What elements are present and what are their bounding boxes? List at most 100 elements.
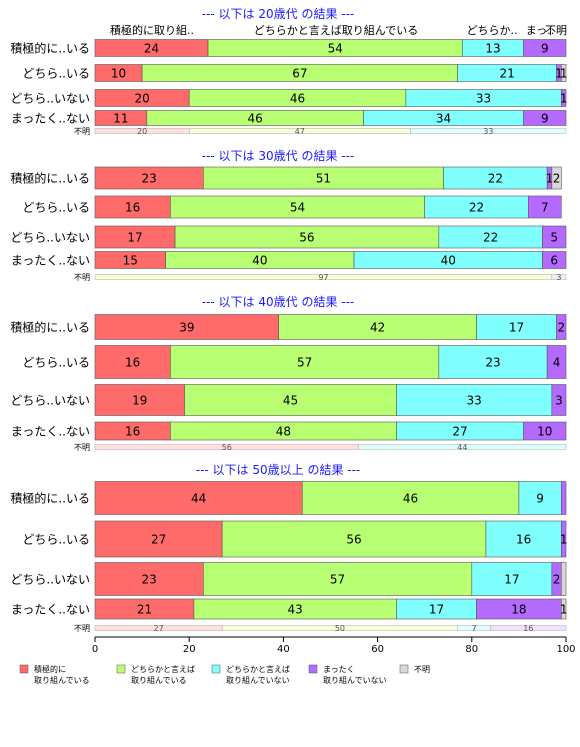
- header-category-label: 積極的に取り組..: [110, 23, 194, 37]
- legend-label: 積極的に: [34, 664, 66, 674]
- segment-value-label: 16: [125, 425, 140, 439]
- bar-segment: [301, 481, 520, 515]
- bar-segment: [94, 345, 171, 379]
- bar-segment: [170, 345, 440, 379]
- legend-swatch: [399, 664, 409, 674]
- legend-label: 取り組んでいない: [323, 675, 387, 685]
- bar-segment: [438, 345, 548, 379]
- unknown-row-label: 不明: [74, 273, 90, 282]
- segment-value-label: 9: [536, 492, 544, 506]
- row-label: どちら..いない: [10, 92, 90, 106]
- legend-label: 取り組んでいる: [34, 675, 90, 685]
- segment-value-label: 7: [541, 201, 549, 215]
- unknown-value-label: 3: [556, 273, 561, 282]
- unknown-value-label: 20: [137, 127, 147, 136]
- bar-segment: [278, 314, 477, 340]
- segment-value-label: 23: [142, 573, 157, 587]
- row-label: どちら..いない: [10, 394, 90, 408]
- bar-segment: [560, 598, 567, 620]
- segment-value-label: 24: [144, 42, 159, 56]
- bar-segment: [184, 384, 397, 416]
- legend-swatch: [211, 664, 221, 674]
- segment-value-label: 43: [288, 603, 303, 617]
- segment-value-label: 21: [137, 603, 152, 617]
- row-label: どちら..いる: [22, 201, 90, 215]
- bar-segment: [542, 225, 567, 249]
- bar-segment: [556, 314, 567, 340]
- x-tick-label: 80: [465, 644, 478, 655]
- segment-value-label: 33: [467, 394, 482, 408]
- unknown-bar-segment: [358, 444, 567, 450]
- unknown-value-label: 56: [222, 443, 232, 452]
- segment-value-label: 27: [452, 425, 467, 439]
- segment-value-label: 23: [142, 172, 157, 186]
- segment-value-label: 5: [550, 231, 558, 245]
- bar-segment: [94, 520, 223, 558]
- x-tick-label: 100: [556, 644, 575, 655]
- bar-segment: [551, 166, 562, 190]
- segment-value-label: 1: [560, 533, 568, 547]
- unknown-value-label: 16: [523, 624, 533, 633]
- row-label: どちら..いる: [22, 356, 90, 370]
- row-label: まったく..ない: [11, 425, 90, 439]
- row-label: 積極的に..いる: [10, 320, 90, 335]
- row-label: まったく..ない: [11, 112, 90, 126]
- row-label: 積極的に..いる: [10, 171, 90, 186]
- segment-value-label: 9: [541, 112, 549, 126]
- segment-value-label: 22: [488, 172, 503, 186]
- segment-value-label: 9: [541, 42, 549, 56]
- segment-value-label: 22: [483, 231, 498, 245]
- legend-swatch: [116, 664, 126, 674]
- x-tick-label: 0: [92, 644, 98, 655]
- header-category-label: 不明: [545, 24, 567, 37]
- unknown-row-label: 不明: [74, 127, 90, 136]
- row-label: どちら..いる: [22, 533, 90, 547]
- segment-value-label: 21: [499, 67, 514, 81]
- panel-title: --- 以下は 20歳代 の結果 ---: [202, 7, 355, 21]
- segment-value-label: 51: [316, 172, 331, 186]
- unknown-value-label: 27: [153, 624, 163, 633]
- legend-label: どちらかと言えば: [131, 664, 195, 674]
- bar-segment: [523, 110, 567, 126]
- segment-value-label: 11: [113, 112, 128, 126]
- segment-value-label: 54: [290, 201, 305, 215]
- unknown-bar-segment: [410, 128, 567, 134]
- bar-segment: [560, 520, 567, 558]
- bar-segment: [94, 481, 303, 515]
- row-label: 積極的に..いる: [10, 41, 90, 56]
- legend-label: どちらかと言えば: [226, 664, 290, 674]
- segment-value-label: 2: [553, 172, 561, 186]
- bar-segment: [94, 384, 185, 416]
- segment-value-label: 1: [560, 603, 568, 617]
- segment-value-label: 1: [560, 67, 568, 81]
- segment-value-label: 19: [132, 394, 147, 408]
- segment-value-label: 46: [403, 492, 418, 506]
- x-tick-label: 20: [183, 644, 196, 655]
- bar-segment: [546, 345, 567, 379]
- row-label: どちら..いない: [10, 231, 90, 245]
- unknown-value-label: 44: [457, 443, 467, 452]
- segment-value-label: 16: [125, 201, 140, 215]
- header-category-label: まっ..: [526, 24, 555, 37]
- segment-value-label: 40: [252, 254, 267, 268]
- bar-segment: [560, 481, 567, 515]
- unknown-value-label: 33: [483, 127, 493, 136]
- segment-value-label: 2: [553, 573, 561, 587]
- row-label: 積極的に..いる: [10, 491, 90, 506]
- bar-segment: [476, 314, 557, 340]
- bar-segment: [528, 195, 562, 219]
- segment-value-label: 4: [553, 356, 561, 370]
- segment-value-label: 1: [560, 92, 568, 106]
- segment-value-label: 54: [328, 42, 343, 56]
- bar-segment: [551, 384, 567, 416]
- legend-label: 取り組んでいない: [226, 675, 290, 685]
- panel-title: --- 以下は 30歳代 の結果 ---: [202, 149, 355, 163]
- unknown-value-label: 50: [335, 624, 345, 633]
- segment-value-label: 27: [151, 533, 166, 547]
- segment-value-label: 46: [290, 92, 305, 106]
- segment-value-label: 33: [476, 92, 491, 106]
- segment-value-label: 45: [283, 394, 298, 408]
- segment-value-label: 16: [125, 356, 140, 370]
- segment-value-label: 13: [485, 42, 500, 56]
- segment-value-label: 18: [511, 603, 526, 617]
